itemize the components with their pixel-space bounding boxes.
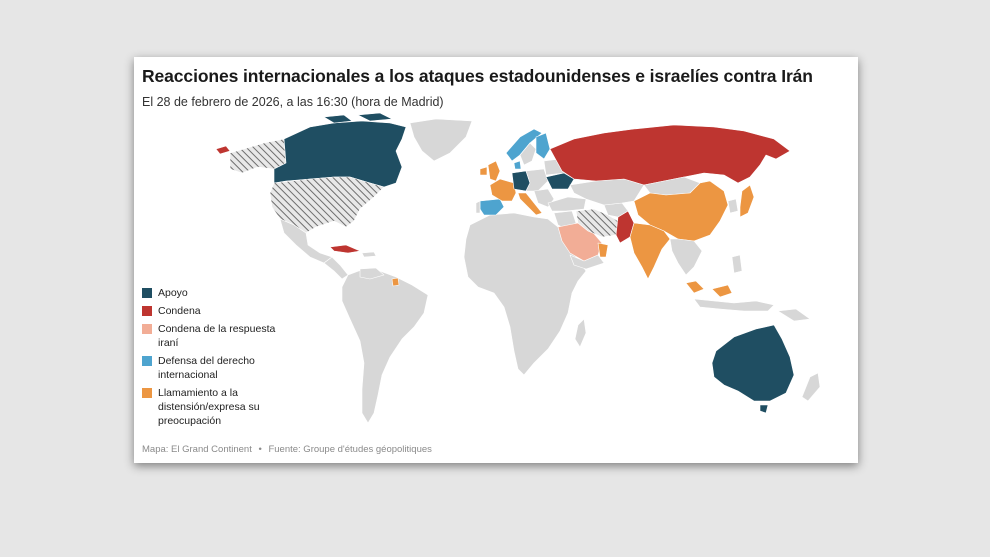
country-caribbean: [361, 251, 377, 258]
country-tasmania: [759, 404, 769, 414]
country-madagascar: [574, 318, 587, 348]
country-south-america: [341, 268, 429, 424]
country-japan: [739, 184, 755, 218]
country-italy: [517, 192, 543, 216]
map-legend: Apoyo Condena Condena de la respuesta ir…: [142, 286, 287, 432]
footer-separator: •: [258, 444, 262, 455]
legend-swatch-apoyo: [142, 288, 152, 298]
legend-item-condena-respuesta: Condena de la respuesta iraní: [142, 322, 287, 350]
country-usa: [269, 176, 385, 234]
map-credit: Mapa: El Grand Continent: [142, 444, 252, 455]
map-footer: Mapa: El Grand Continent • Fuente: Group…: [142, 444, 432, 455]
country-canada-islands: [323, 112, 393, 124]
country-africa: [463, 212, 587, 376]
country-philippines: [731, 254, 743, 274]
country-papua: [777, 308, 811, 322]
country-southeast-asia: [669, 238, 703, 276]
country-portugal: [475, 200, 481, 214]
country-uk: [487, 160, 501, 182]
country-russia: [549, 124, 791, 186]
country-ireland: [479, 166, 488, 176]
world-map: [215, 112, 821, 424]
legend-swatch-condena-respuesta: [142, 324, 152, 334]
country-greenland: [409, 118, 473, 162]
country-yemen: [569, 254, 605, 270]
country-india: [629, 222, 671, 280]
map-title: Reacciones internacionales a los ataques…: [142, 66, 813, 86]
country-cuba: [329, 244, 361, 254]
legend-label-condena: Condena: [158, 305, 201, 317]
legend-label-condena-respuesta: Condena de la respuesta iraní: [158, 323, 276, 349]
legend-swatch-condena: [142, 306, 152, 316]
legend-item-condena: Condena: [142, 304, 287, 318]
legend-swatch-derecho-internacional: [142, 356, 152, 366]
country-indonesia: [693, 298, 775, 312]
map-subtitle: El 28 de febrero de 2026, a las 16:30 (h…: [142, 95, 444, 109]
country-central-europe: [525, 168, 549, 192]
country-ukraine: [545, 172, 575, 190]
country-new-zealand: [801, 372, 821, 402]
country-france: [489, 178, 517, 202]
country-spain: [479, 198, 505, 216]
country-denmark: [513, 160, 522, 170]
country-oman: [597, 242, 609, 258]
country-korea: [727, 198, 739, 214]
country-sweden: [519, 142, 537, 166]
country-turkey: [547, 196, 587, 212]
legend-swatch-distension: [142, 388, 152, 398]
legend-label-apoyo: Apoyo: [158, 287, 188, 299]
legend-label-derecho-internacional: Defensa del derecho internacional: [158, 355, 255, 381]
country-malaysia: [685, 280, 733, 298]
legend-label-distension: Llamamiento a la distensión/expresa su p…: [158, 387, 260, 427]
legend-item-distension: Llamamiento a la distensión/expresa su p…: [142, 386, 287, 428]
source-credit: Fuente: Groupe d'études géopolitiques: [268, 444, 432, 455]
country-central-america: [323, 256, 349, 280]
map-card: Reacciones internacionales a los ataques…: [134, 57, 858, 463]
legend-item-derecho-internacional: Defensa del derecho internacional: [142, 354, 287, 382]
country-australia: [711, 324, 795, 402]
country-iceland: [215, 145, 231, 155]
legend-item-apoyo: Apoyo: [142, 286, 287, 300]
country-french-guiana: [391, 277, 400, 287]
country-venezuela: [359, 267, 385, 280]
country-finland: [535, 132, 551, 160]
